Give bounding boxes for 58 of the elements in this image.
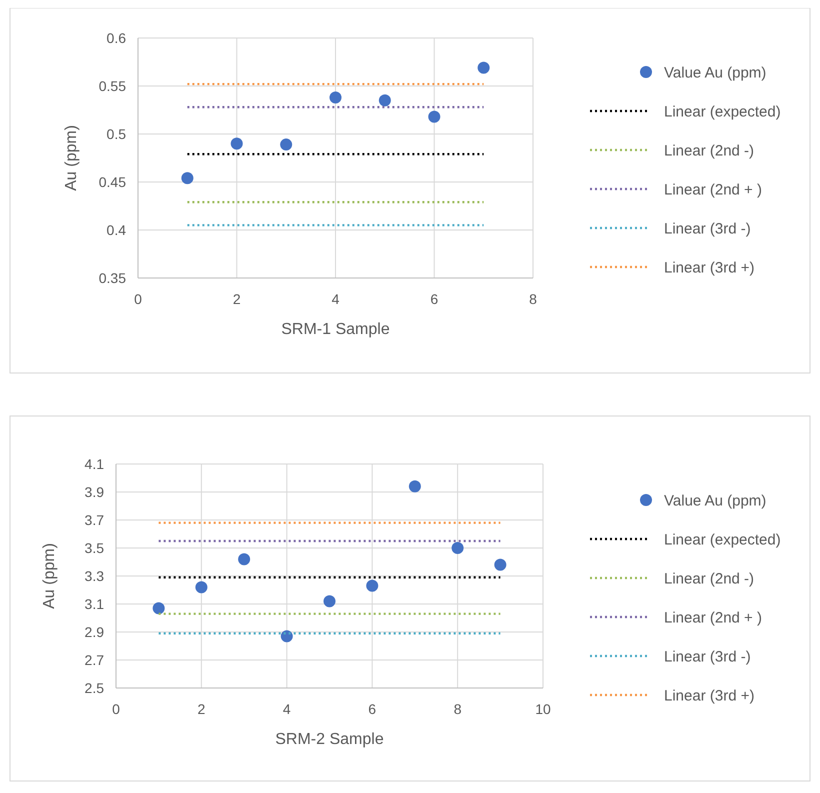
point [408, 480, 421, 492]
legend-label: Value Au (ppm) [664, 492, 766, 510]
legend-label: Linear (3rd +) [664, 259, 754, 276]
legend-label: Linear (3rd -) [664, 648, 751, 666]
point [428, 110, 440, 123]
x-tick-label: 0 [112, 701, 120, 717]
legend-label: Linear (3rd +) [664, 687, 754, 704]
legend-label: Linear (2nd -) [664, 142, 754, 160]
y-axis-title: Au (ppm) [41, 543, 58, 609]
legend-label: Value Au (ppm) [664, 64, 766, 82]
y-tick-label: 3.3 [84, 568, 104, 584]
point [280, 138, 292, 151]
y-tick-label: 2.9 [84, 624, 104, 640]
x-axis-title: SRM-1 Sample [281, 321, 390, 338]
point [366, 580, 378, 592]
x-tick-label: 8 [454, 701, 462, 717]
x-tick-label: 2 [232, 291, 241, 307]
y-tick-label: 2.5 [84, 680, 104, 696]
y-tick-label: 4.1 [84, 456, 104, 472]
point [230, 138, 243, 150]
y-tick-label: 3.9 [84, 484, 104, 500]
y-tick-label: 0.4 [106, 222, 126, 238]
x-tick-label: 2 [198, 701, 206, 717]
point [238, 553, 250, 566]
x-tick-label: 4 [332, 291, 340, 307]
x-tick-label: 4 [282, 701, 291, 717]
point [378, 94, 391, 106]
point [280, 630, 293, 642]
legend-label: Linear (3rd -) [664, 220, 751, 238]
point [152, 602, 165, 614]
point [324, 595, 336, 608]
x-axis-title: SRM-2 Sample [275, 731, 384, 748]
legend-label: Linear (2nd -) [664, 570, 754, 588]
point [478, 62, 490, 74]
y-tick-label: 3.1 [84, 596, 104, 612]
x-tick-label: 10 [535, 701, 551, 717]
legend-label: Linear (expected) [664, 531, 781, 548]
y-tick-label: 3.5 [84, 540, 104, 556]
y-tick-label: 0.6 [106, 30, 126, 46]
point [195, 581, 208, 594]
x-tick-label: 6 [430, 291, 438, 307]
y-tick-label: 3.7 [84, 512, 104, 528]
y-tick-label: 0.5 [106, 126, 126, 142]
y-tick-label: 0.55 [98, 78, 126, 94]
point [494, 558, 506, 571]
x-tick-label: 8 [529, 291, 538, 307]
point [181, 172, 194, 184]
legend-label: Linear (expected) [664, 103, 781, 120]
point [452, 542, 464, 554]
x-tick-label: 0 [134, 291, 142, 307]
y-tick-label: 0.45 [98, 174, 126, 190]
y-axis-title: Au (ppm) [63, 125, 80, 191]
point [330, 92, 342, 104]
x-tick-label: 6 [368, 701, 376, 717]
y-tick-label: 2.7 [84, 652, 104, 668]
legend-label: Linear (2nd + ) [664, 609, 762, 626]
y-tick-label: 0.35 [98, 270, 126, 286]
legend-label: Linear (2nd + ) [664, 181, 762, 198]
